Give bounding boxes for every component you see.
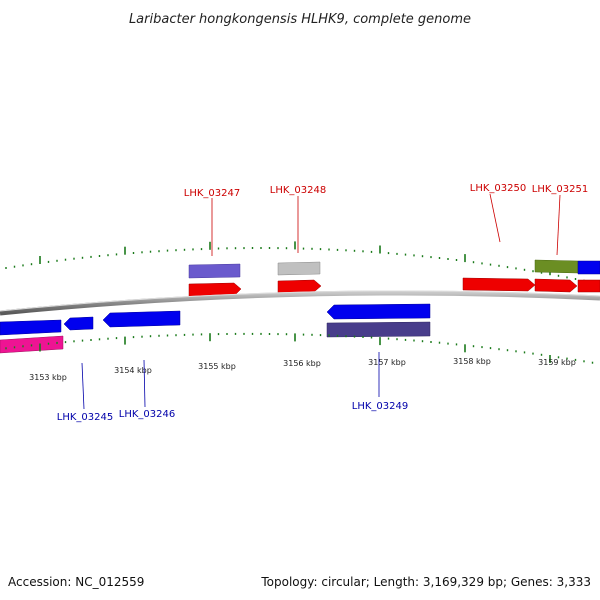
gene-feature-slate[interactable] [326,321,431,338]
gene-label[interactable]: LHK_03248 [270,185,326,196]
gene-label[interactable]: LHK_03251 [532,184,588,195]
accession-text: Accession: NC_012559 [8,575,144,589]
gene-feature-olive[interactable] [534,259,579,274]
cds-arrow-red[interactable] [577,279,600,293]
genome-stats-text: Topology: circular; Length: 3,169,329 bp… [260,575,591,589]
cds-arrow-blue[interactable] [0,319,62,336]
callout-line [556,194,561,256]
kbp-label: 3153 kbp [29,373,67,382]
gene-feature-grey[interactable] [277,261,321,276]
cds-arrow-blue[interactable] [63,316,94,331]
gene-callouts [81,193,561,410]
reverse-features [0,303,431,354]
cds-arrow-blue[interactable] [102,310,181,328]
backbone-highlight [0,290,600,312]
callout-line [143,359,146,408]
kbp-label: 3154 kbp [114,366,152,375]
kbp-label: 3156 kbp [283,359,321,368]
cds-arrow-red[interactable] [277,279,322,294]
gene-label[interactable]: LHK_03247 [184,188,240,199]
cds-arrow-blue[interactable] [326,303,431,320]
kbp-scale: 3153 kbp 3154 kbp 3155 kbp 3156 kbp 3157… [29,357,576,382]
cds-arrow-red[interactable] [534,278,578,293]
map-title: Laribacter hongkongensis HLHK9, complete… [129,12,471,27]
inner-tick-ring [5,332,594,364]
outer-tick-ring [5,241,594,284]
gene-label[interactable]: LHK_03249 [352,401,408,412]
kbp-label: 3159 kbp [538,358,576,367]
callout-line [489,193,501,243]
gene-label[interactable]: LHK_03250 [470,183,526,194]
cds-arrow-red[interactable] [462,277,536,292]
callout-line [81,362,85,410]
gene-label[interactable]: LHK_03246 [119,409,175,420]
gene-labels: LHK_03245 LHK_03246 LHK_03247 LHK_03248 … [57,183,588,423]
cds-arrow-red[interactable] [188,282,242,298]
gene-feature-purple[interactable] [188,263,241,279]
forward-features [188,259,600,298]
kbp-label: 3157 kbp [368,358,406,367]
genome-backbone [0,290,600,316]
gene-label[interactable]: LHK_03245 [57,412,113,423]
gene-feature-blue[interactable] [577,260,600,275]
kbp-label: 3158 kbp [453,357,491,366]
kbp-label: 3155 kbp [198,362,236,371]
